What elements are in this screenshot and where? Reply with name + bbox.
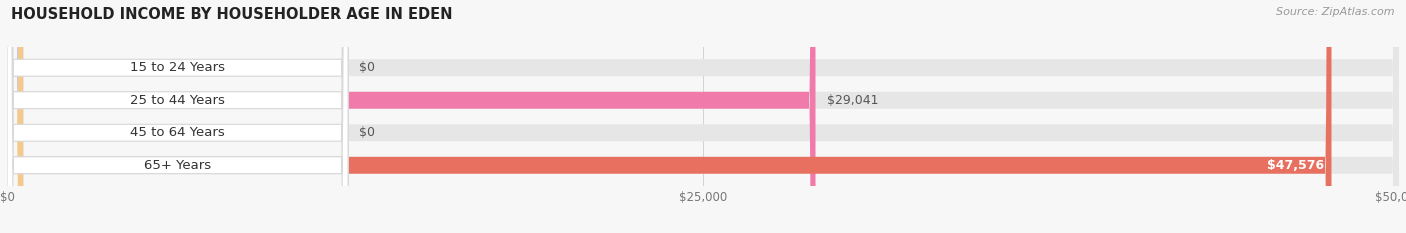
Text: 15 to 24 Years: 15 to 24 Years	[129, 61, 225, 74]
Text: $29,041: $29,041	[827, 94, 879, 107]
Text: 25 to 44 Years: 25 to 44 Years	[131, 94, 225, 107]
Text: 45 to 64 Years: 45 to 64 Years	[131, 126, 225, 139]
FancyBboxPatch shape	[7, 0, 815, 233]
FancyBboxPatch shape	[7, 0, 1399, 233]
Text: Source: ZipAtlas.com: Source: ZipAtlas.com	[1277, 7, 1395, 17]
FancyBboxPatch shape	[7, 0, 1399, 233]
Text: 65+ Years: 65+ Years	[143, 159, 211, 172]
Text: $47,576: $47,576	[1267, 159, 1324, 172]
FancyBboxPatch shape	[7, 0, 349, 233]
FancyBboxPatch shape	[7, 0, 349, 233]
FancyBboxPatch shape	[7, 0, 22, 233]
Text: HOUSEHOLD INCOME BY HOUSEHOLDER AGE IN EDEN: HOUSEHOLD INCOME BY HOUSEHOLDER AGE IN E…	[11, 7, 453, 22]
FancyBboxPatch shape	[7, 0, 1399, 233]
FancyBboxPatch shape	[7, 0, 349, 233]
FancyBboxPatch shape	[7, 0, 1399, 233]
Text: $0: $0	[359, 126, 375, 139]
FancyBboxPatch shape	[7, 0, 349, 233]
FancyBboxPatch shape	[7, 0, 22, 233]
FancyBboxPatch shape	[7, 0, 1331, 233]
Text: $0: $0	[359, 61, 375, 74]
